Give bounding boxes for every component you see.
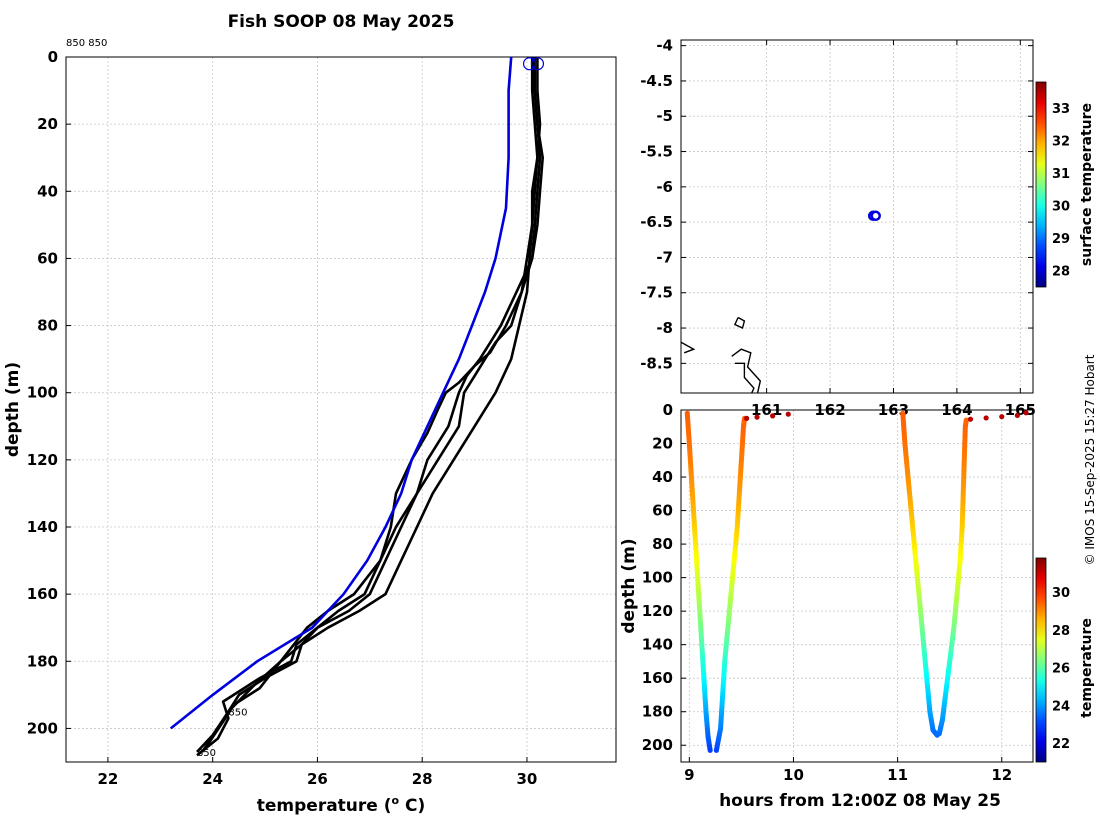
colorbar-tick-label: 31: [1052, 167, 1070, 182]
surface-sample-dot: [967, 416, 974, 422]
map-lat-tick-label: -6: [656, 178, 673, 196]
drop-annotation: 850: [228, 708, 247, 719]
colorbar-tick-label: 30: [1052, 586, 1070, 601]
td-frame: [680, 409, 1034, 763]
surface-marker-circle: [522, 57, 537, 71]
surface-sample-dot: [754, 414, 760, 420]
colorbar-tick-label: 28: [1052, 624, 1070, 639]
coastline: [681, 341, 696, 354]
x-tick-label: 22: [97, 770, 118, 788]
x-tick-label: 30: [517, 770, 538, 788]
y-tick-label: 120: [27, 451, 58, 469]
y-tick-label: 200: [27, 719, 58, 737]
temperature-depth-profile-panel: 22 24 26 28 30 0 20 40 60 80 100 120 140 160 180 200 850…: [3, 48, 617, 816]
x-tick-label: 28: [412, 770, 433, 788]
y-tick-label: 140: [27, 518, 58, 536]
drop-annotation: 850: [197, 748, 216, 759]
colorbar-label: temperature: [1079, 618, 1095, 718]
colorbar-tick-label: 24: [1052, 699, 1070, 714]
map-lat-tick-label: -4: [656, 37, 673, 55]
map-lat-tick-label: -4.5: [640, 72, 673, 90]
surface-temperature-colorbar: [1035, 81, 1047, 288]
coastline: [734, 362, 755, 393]
time-depth-panel: 9 10 11 12020406080100120140160180200hours …: [619, 401, 1095, 811]
surface-sample-dot: [1023, 410, 1029, 416]
y-tick-label: 20: [37, 115, 58, 133]
surface-sample-dot: [999, 414, 1005, 420]
x-axis-label-tail: C): [399, 796, 425, 816]
td-y-tick-label: 20: [652, 435, 673, 453]
location-map-panel: 161 162 163 164 165-4-4.5-5-5.5-6-6.5-7-7.5-…: [640, 37, 1095, 419]
td-y-tick-label: 0: [663, 401, 673, 419]
y-tick-label: 0: [48, 48, 58, 66]
y-tick-label: 160: [27, 585, 58, 603]
surface-marker-circle: [530, 57, 545, 71]
xbt-profile-line: [201, 57, 539, 753]
td-y-tick-label: 60: [652, 502, 673, 520]
map-frame: [680, 39, 1034, 394]
x-axis-label: temperature (o C): [257, 794, 426, 816]
x-axis-label-superscript: o: [392, 794, 400, 807]
td-x-tick-label: 9: [684, 766, 694, 784]
colorbar-tick-label: 26: [1052, 662, 1070, 677]
td-x-tick-label: 12: [991, 766, 1012, 784]
td-y-axis-label: depth (m): [619, 538, 639, 633]
colorbar-label: surface temperature: [1079, 103, 1095, 266]
imos-watermark: © IMOS 15-Sep-2025 15:27 Hobart: [1083, 354, 1097, 565]
td-y-tick-label: 80: [652, 535, 673, 553]
colorbar-tick-label: 28: [1052, 265, 1070, 280]
temperature-colorbar: [1035, 557, 1047, 763]
profile-header-note: 850 850: [66, 38, 107, 49]
climatology-profile-line: [169, 56, 513, 730]
drop-location-point: [870, 210, 881, 222]
colorbar-tick-label: 29: [1052, 232, 1070, 247]
colorbar-tick-label: 32: [1052, 135, 1070, 150]
x-tick-label: 26: [307, 770, 328, 788]
map-lat-tick-label: -8: [656, 319, 673, 337]
y-tick-label: 40: [37, 182, 58, 200]
temperature-sample-dot: [707, 747, 713, 753]
colorbar-tick-label: 22: [1052, 737, 1070, 752]
xbt-profile-line: [196, 57, 542, 753]
figure-title: Fish SOOP 08 May 2025: [228, 12, 455, 32]
x-tick-label: 24: [202, 770, 223, 788]
map-lat-tick-label: -5.5: [640, 143, 673, 161]
map-lat-tick-label: -8.5: [640, 354, 673, 372]
y-tick-label: 80: [37, 317, 58, 335]
td-x-tick-label: 10: [783, 766, 804, 784]
profile-series-group: [169, 56, 545, 757]
y-axis-label: depth (m): [3, 362, 23, 457]
temperature-sample-dot: [963, 417, 969, 423]
map-content-group: [681, 210, 881, 393]
coastline: [733, 316, 746, 329]
colorbar-tick-label: 33: [1052, 102, 1070, 117]
map-lat-tick-label: -5: [656, 107, 673, 125]
td-y-tick-label: 100: [642, 569, 673, 587]
surface-sample-dot: [785, 411, 791, 417]
colorbar-tick-label: 30: [1052, 200, 1070, 215]
td-y-tick-label: 140: [642, 636, 673, 654]
td-y-tick-label: 120: [642, 602, 673, 620]
surface-sample-dot: [1014, 412, 1020, 419]
xbt-profile-line: [206, 57, 545, 746]
map-lat-tick-label: -7.5: [640, 284, 673, 302]
plot-frame: [65, 56, 617, 763]
coastline: [731, 348, 762, 393]
td-x-axis-label: hours from 12:00Z 08 May 25: [719, 791, 1001, 811]
td-y-tick-label: 40: [652, 468, 673, 486]
td-x-tick-label: 11: [887, 766, 908, 784]
td-y-tick-label: 200: [642, 736, 673, 754]
surface-sample-dot: [983, 415, 989, 421]
map-lat-tick-label: -6.5: [640, 213, 673, 231]
surface-sample-dot: [770, 413, 776, 419]
x-axis-label-main: temperature (: [257, 796, 392, 816]
td-y-tick-label: 180: [642, 703, 673, 721]
map-lat-tick-label: -7: [656, 248, 673, 266]
surface-sample-dot: [744, 415, 750, 421]
y-tick-label: 180: [27, 652, 58, 670]
y-tick-label: 100: [27, 384, 58, 402]
td-y-tick-label: 160: [642, 669, 673, 687]
y-tick-label: 60: [37, 249, 58, 267]
